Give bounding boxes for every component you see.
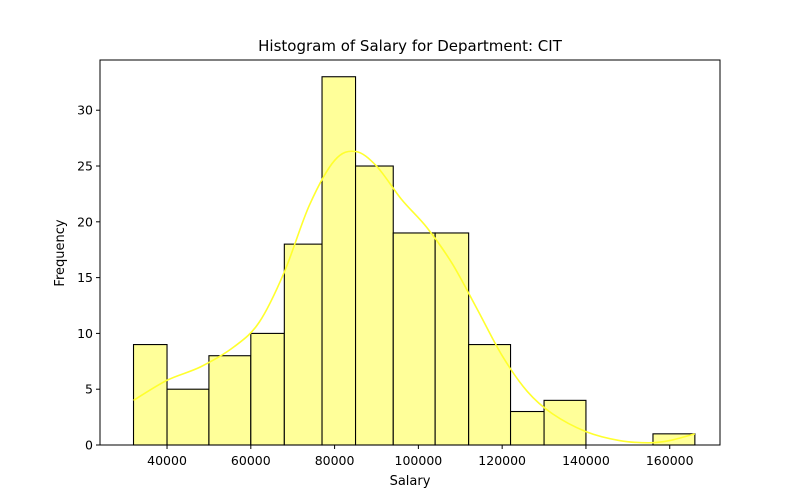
histogram-bar [392, 232, 436, 446]
y-tick-label: 10 [77, 326, 93, 341]
histogram-bar [468, 344, 512, 446]
x-tick-label: 160000 [646, 453, 694, 468]
histogram-bar [434, 232, 470, 446]
y-tick-label: 25 [77, 159, 93, 174]
histogram-bar [354, 165, 394, 446]
x-tick-label: 80000 [315, 453, 355, 468]
histogram-bar [132, 344, 168, 446]
y-tick-label: 20 [77, 214, 93, 229]
y-axis-ticks: 0 5 10 15 20 25 30 [77, 103, 100, 453]
chart-title: Histogram of Salary for Department: CIT [258, 37, 563, 55]
y-axis-label: Frequency [53, 219, 68, 286]
x-axis-label: Salary [390, 474, 431, 489]
y-tick-label: 5 [85, 382, 93, 397]
histogram-bar [509, 410, 545, 446]
histogram-bar [321, 76, 357, 446]
x-tick-label: 140000 [562, 453, 610, 468]
kde-line [133, 150, 696, 444]
x-tick-label: 120000 [478, 453, 526, 468]
histogram-bar [250, 332, 285, 446]
y-tick-label: 0 [85, 438, 93, 453]
kde-group [133, 150, 696, 444]
bars-group [132, 76, 696, 446]
x-tick-label: 60000 [231, 453, 271, 468]
plot-frame [99, 59, 721, 446]
y-tick-label: 15 [77, 270, 93, 285]
x-tick-label: 40000 [147, 453, 187, 468]
histogram-bar [543, 399, 587, 446]
y-tick-label: 30 [77, 103, 93, 118]
x-axis-ticks: 40000 60000 80000 100000 120000 140000 160000 [147, 445, 694, 468]
histogram-bar [166, 388, 210, 446]
x-tick-label: 100000 [395, 453, 443, 468]
histogram-bar [208, 355, 252, 446]
histogram-bar [283, 243, 323, 446]
